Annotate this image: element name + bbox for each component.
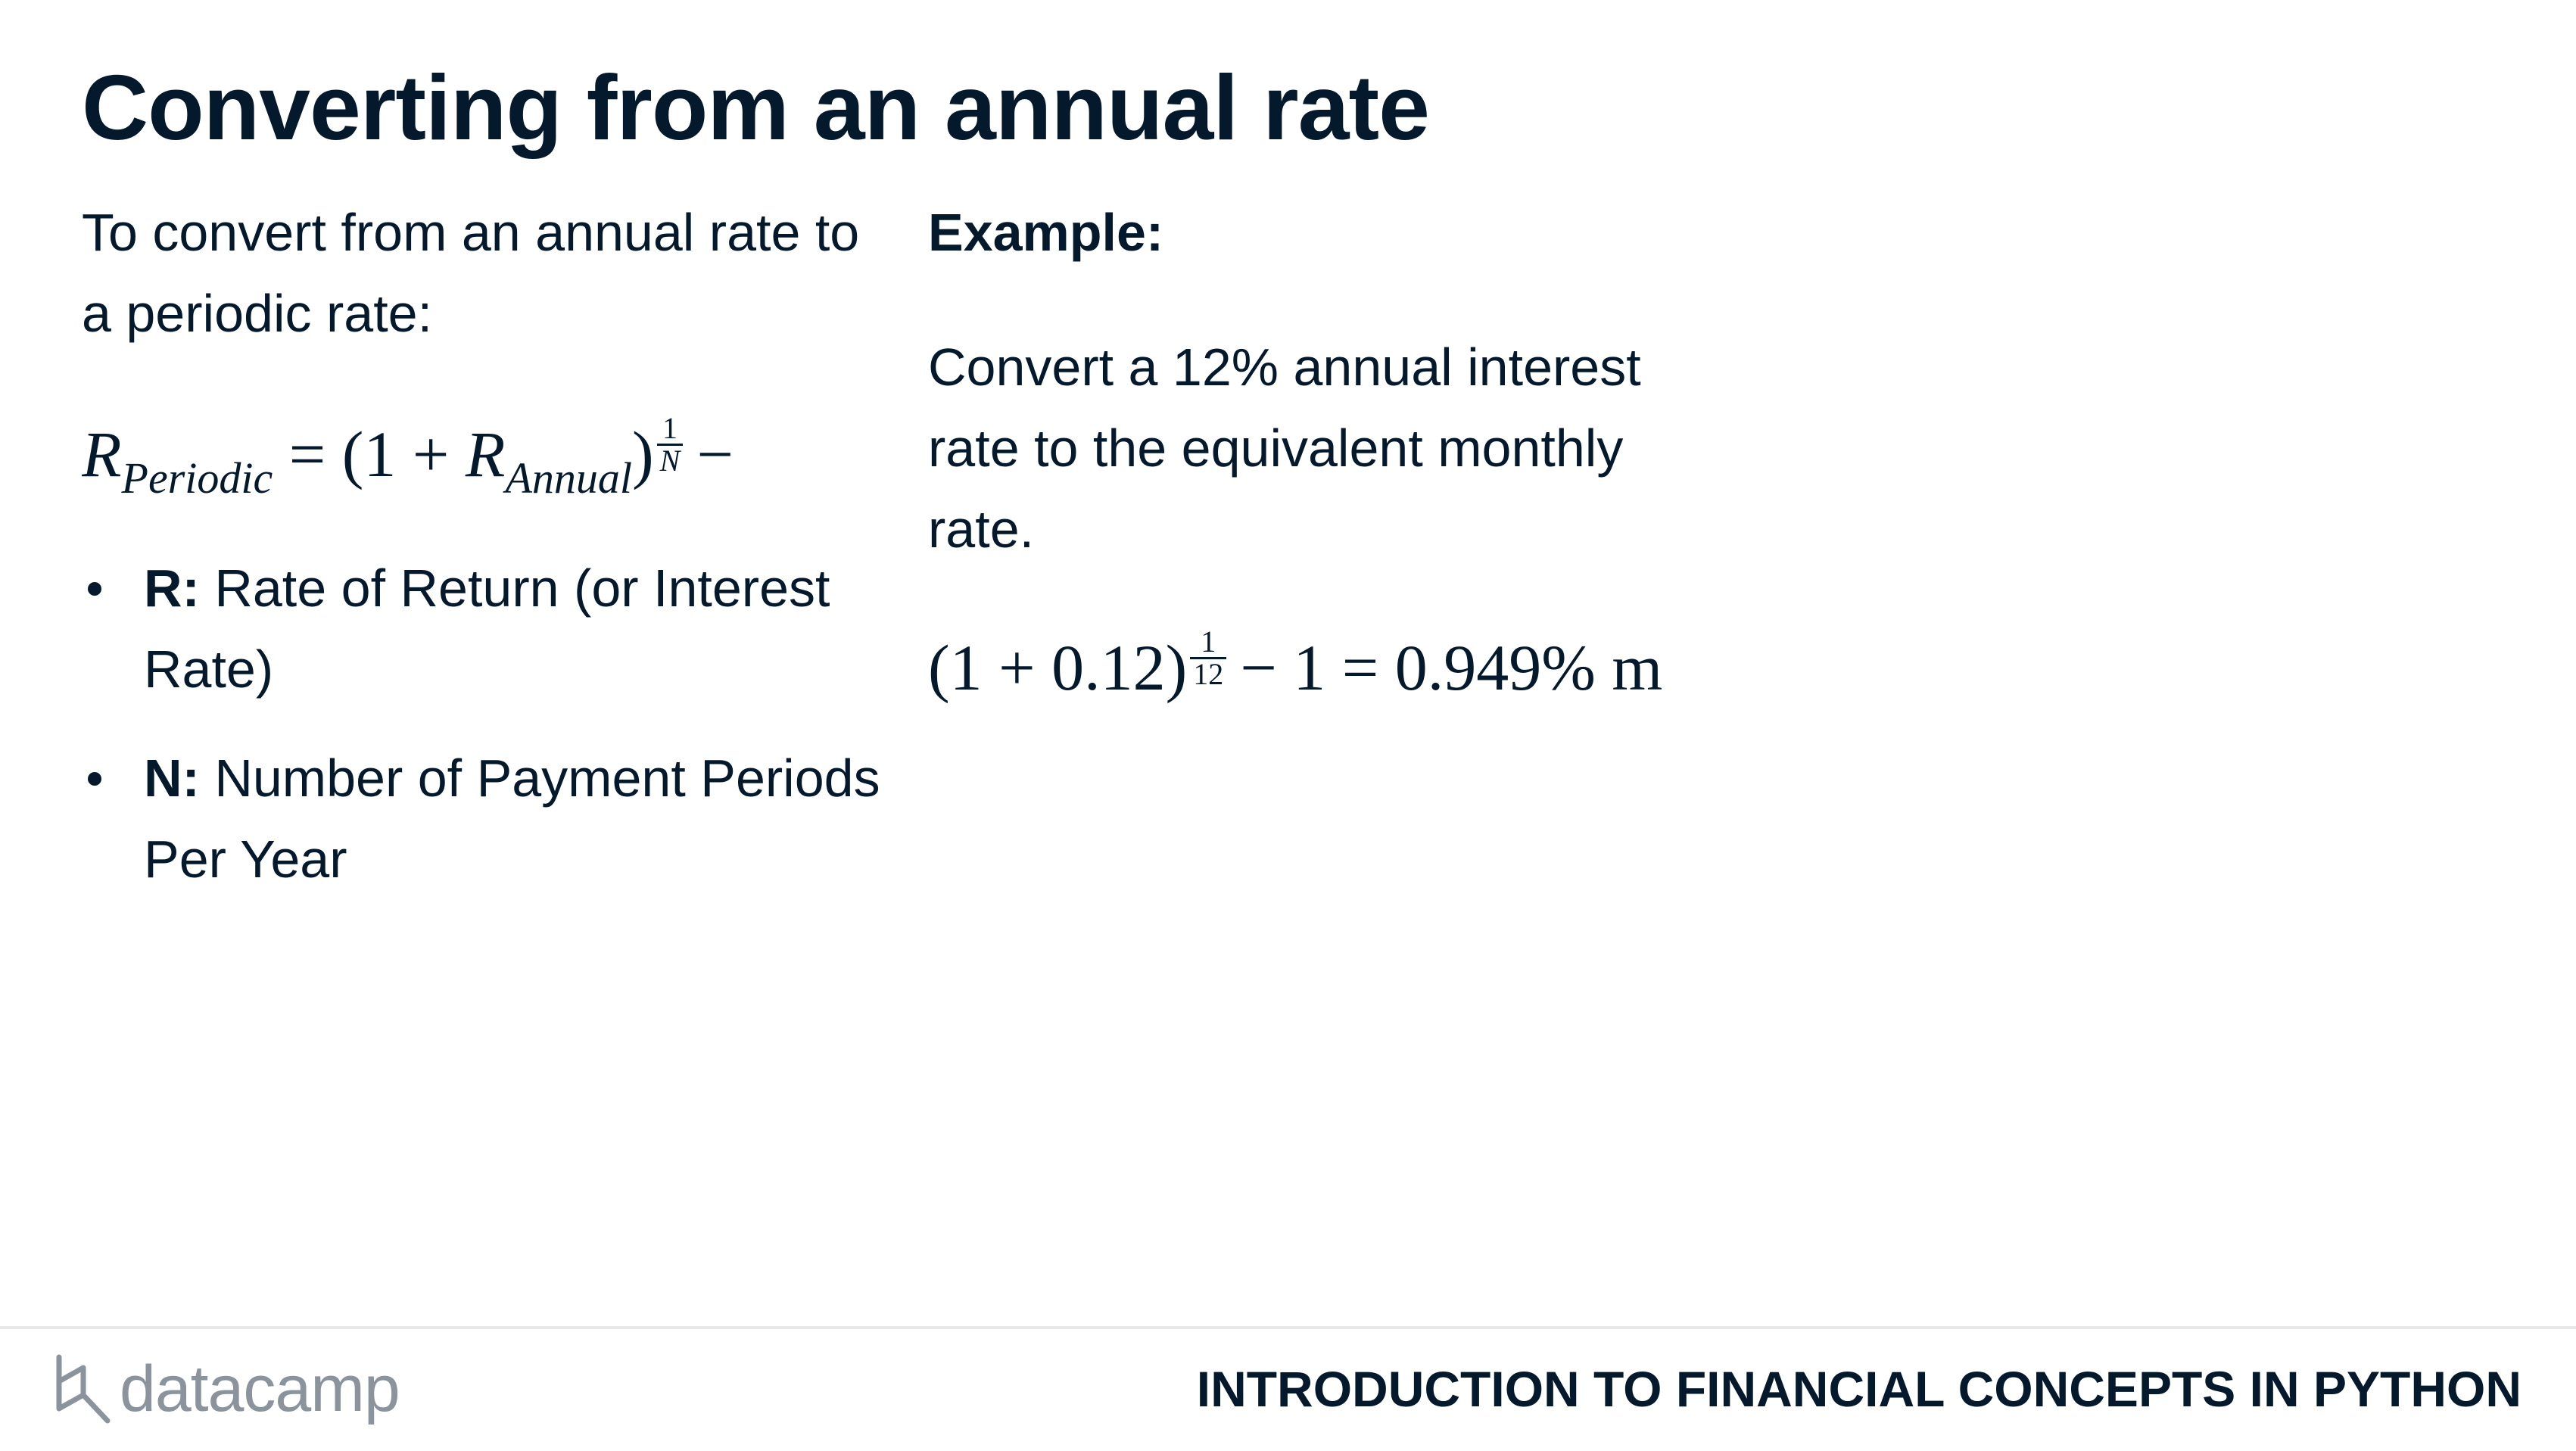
example-heading: Example:: [928, 203, 1164, 262]
bullet-icon: [88, 772, 101, 786]
exponent-denominator: N: [659, 444, 681, 478]
formula-lhs-var: R: [82, 418, 122, 490]
datacamp-logo-icon: [56, 1354, 111, 1424]
list-item: N: Number of Payment Periods Per Year: [82, 738, 884, 900]
formula-lhs-sub: Periodic: [121, 453, 273, 503]
course-title: INTRODUCTION TO FINANCIAL CONCEPTS IN PY…: [1196, 1361, 2521, 1417]
slide-title: Converting from an annual rate: [82, 56, 1430, 159]
exponent-numerator: 1: [656, 413, 684, 446]
formula-rhs-var: R: [465, 418, 506, 490]
formula-rhs-sub: Annual: [505, 453, 633, 503]
example-formula-exponent: 1 12: [1190, 627, 1227, 691]
formula-open: (1 +: [341, 418, 450, 490]
example-formula: (1 + 0.12) 1 12 − 1 = 0.949% m: [928, 615, 1721, 721]
example-exponent-numerator: 1: [1190, 627, 1227, 659]
example-formula-result: − 1 = 0.949% m: [1240, 631, 1663, 704]
definition-list: R: Rate of Return (or Interest Rate) N: …: [82, 548, 884, 928]
list-item: R: Rate of Return (or Interest Rate): [82, 548, 884, 710]
bullet-text: Number of Payment Periods Per Year: [144, 749, 880, 889]
bullet-term: N:: [144, 749, 200, 808]
example-formula-base: (1 + 0.12): [928, 631, 1188, 704]
example-exponent-denominator: 12: [1193, 657, 1224, 691]
formula-close: ): [632, 418, 654, 490]
bullet-icon: [88, 582, 101, 596]
formula-tail: −: [696, 418, 734, 490]
right-column: Example: Convert a 12% annual interest r…: [928, 192, 1821, 570]
left-column: To convert from an annual rate to a peri…: [82, 192, 884, 354]
example-description: Convert a 12% annual interest rate to th…: [928, 338, 1641, 559]
bullet-text: Rate of Return (or Interest Rate): [144, 559, 830, 699]
intro-text: To convert from an annual rate to a peri…: [82, 203, 860, 343]
footer-divider: [0, 1326, 2576, 1329]
periodic-rate-formula: RPeriodic = (1 + RAnnual) 1 N −: [82, 401, 884, 507]
datacamp-logo-text: datacamp: [120, 1353, 400, 1425]
datacamp-logo: datacamp: [53, 1347, 400, 1431]
formula-equals: =: [288, 418, 326, 490]
bullet-term: R:: [144, 559, 200, 618]
